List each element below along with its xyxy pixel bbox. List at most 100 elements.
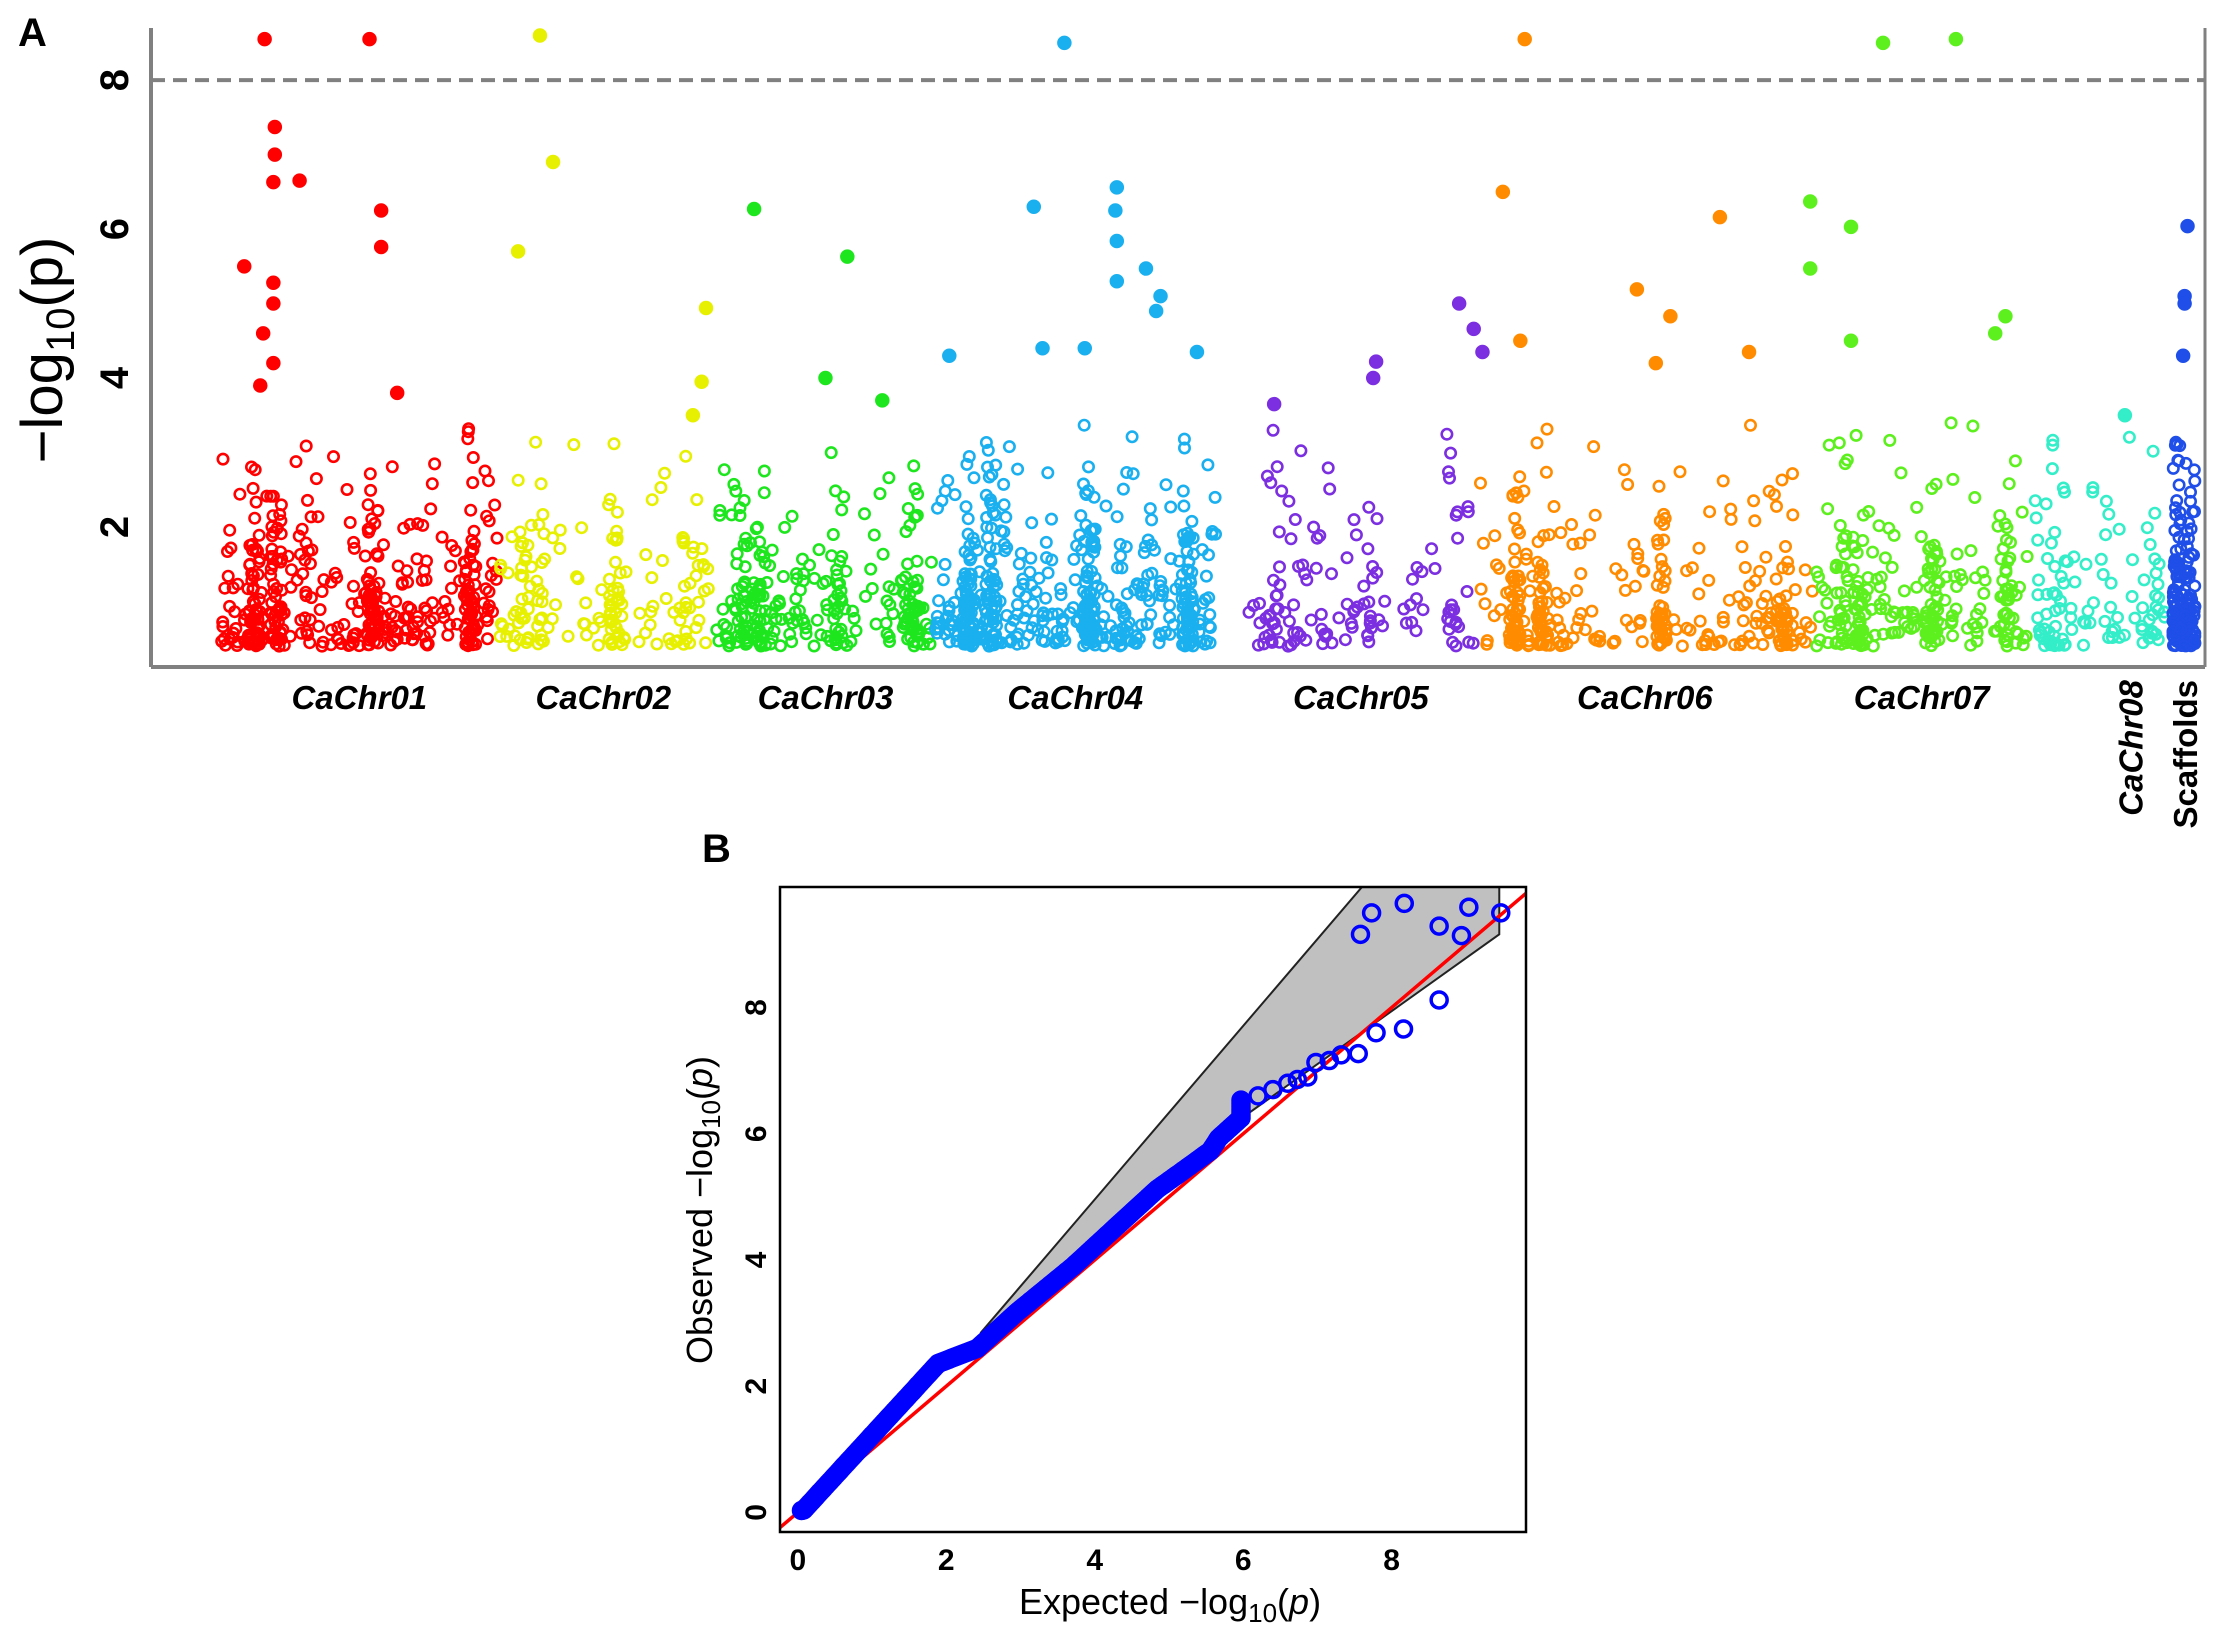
- snp-point: [963, 538, 977, 552]
- x-tick-label: 0: [789, 1544, 806, 1577]
- snp-point: [2032, 573, 2046, 587]
- snp-point: [618, 632, 632, 646]
- snp-point: [882, 630, 896, 644]
- snp-point: [337, 617, 351, 631]
- snp-point: [1619, 613, 1633, 627]
- snp-point: [1855, 587, 1869, 601]
- snp-point: [1270, 460, 1284, 474]
- snp-point: [1099, 499, 1113, 513]
- snp-hit-point: [1629, 282, 1645, 297]
- snp-point: [2112, 522, 2126, 536]
- snp-point: [1321, 461, 1335, 475]
- snp-point: [1077, 584, 1091, 598]
- snp-point: [769, 599, 783, 613]
- snp-point: [1932, 633, 1946, 647]
- snp-point: [330, 632, 344, 646]
- snp-point: [1739, 596, 1753, 610]
- snp-point: [2104, 600, 2118, 614]
- snp-point: [1997, 617, 2011, 631]
- snp-point: [1703, 505, 1717, 519]
- snp-hit-point: [257, 31, 272, 47]
- snp-point: [1572, 613, 1586, 627]
- snp-point: [1921, 624, 1935, 638]
- snp-point: [1716, 615, 1730, 629]
- snp-point: [1461, 505, 1475, 519]
- snp-point: [981, 443, 995, 457]
- snp-point: [2170, 556, 2184, 570]
- snp-point: [773, 639, 787, 653]
- snp-point: [1460, 584, 1474, 598]
- snp-point: [1744, 418, 1758, 432]
- snp-point: [221, 544, 235, 558]
- snp-point: [2152, 557, 2166, 571]
- snp-point: [272, 639, 286, 653]
- snp-point: [1378, 594, 1392, 608]
- snp-point: [1944, 416, 1958, 430]
- snp-point: [1813, 633, 1827, 647]
- snp-point: [488, 498, 502, 512]
- snp-point: [1925, 608, 1939, 622]
- snp-point: [2188, 504, 2202, 518]
- snp-point: [1370, 565, 1384, 579]
- snp-point: [2083, 616, 2097, 630]
- snp-point: [519, 550, 533, 564]
- snp-point: [882, 634, 896, 648]
- snp-point: [789, 567, 803, 581]
- snp-point: [1656, 580, 1670, 594]
- snp-point: [865, 581, 879, 595]
- snp-point: [459, 565, 473, 579]
- snp-point: [1510, 638, 1524, 652]
- snp-point: [1025, 578, 1039, 592]
- snp-point: [882, 580, 896, 594]
- snp-point: [858, 589, 872, 603]
- snp-point: [2046, 438, 2060, 452]
- snp-point: [847, 611, 861, 625]
- snp-point: [1074, 509, 1088, 523]
- snp-point: [1209, 527, 1223, 541]
- snp-point: [832, 625, 846, 639]
- snp-point: [1946, 472, 1960, 486]
- snp-point: [411, 517, 425, 531]
- snp-point: [2099, 528, 2113, 542]
- snp-point: [1506, 602, 1520, 616]
- snp-point: [264, 562, 278, 576]
- snp-point: [1888, 625, 1902, 639]
- snp-point: [774, 612, 788, 626]
- snp-point: [479, 582, 493, 596]
- snp-point: [1838, 594, 1852, 608]
- snp-point: [911, 487, 925, 501]
- snp-point: [493, 629, 507, 643]
- snp-point: [1298, 567, 1312, 581]
- snp-point: [1737, 598, 1751, 612]
- snp-point: [1794, 632, 1808, 646]
- snp-point: [767, 624, 781, 638]
- snp-point: [1517, 484, 1531, 498]
- snp-point: [2020, 549, 2034, 563]
- snp-point: [421, 637, 435, 651]
- snp-point: [1113, 537, 1127, 551]
- snp-point: [1821, 502, 1835, 516]
- snp-point: [2081, 604, 2095, 618]
- snp-point: [1039, 591, 1053, 605]
- snp-point: [924, 555, 938, 569]
- snp-point: [846, 604, 860, 618]
- snp-point: [1834, 606, 1848, 620]
- y-tick-label: 2: [93, 516, 137, 538]
- snp-hit-point: [266, 174, 281, 190]
- snp-point: [2031, 533, 2045, 547]
- snp-point: [1840, 453, 1854, 467]
- snp-point: [448, 544, 462, 558]
- snp-point: [964, 629, 978, 643]
- snp-point: [1508, 542, 1522, 556]
- snp-point: [1818, 583, 1832, 597]
- snp-point: [466, 558, 480, 572]
- snp-point: [1894, 466, 1908, 480]
- snp-hit-point: [1741, 344, 1757, 360]
- snp-hit-point: [694, 374, 709, 390]
- snp-point: [1506, 489, 1520, 503]
- snp-point: [1474, 582, 1488, 596]
- snp-point: [2151, 577, 2165, 591]
- snp-point: [1004, 620, 1018, 634]
- snp-point: [1116, 621, 1130, 635]
